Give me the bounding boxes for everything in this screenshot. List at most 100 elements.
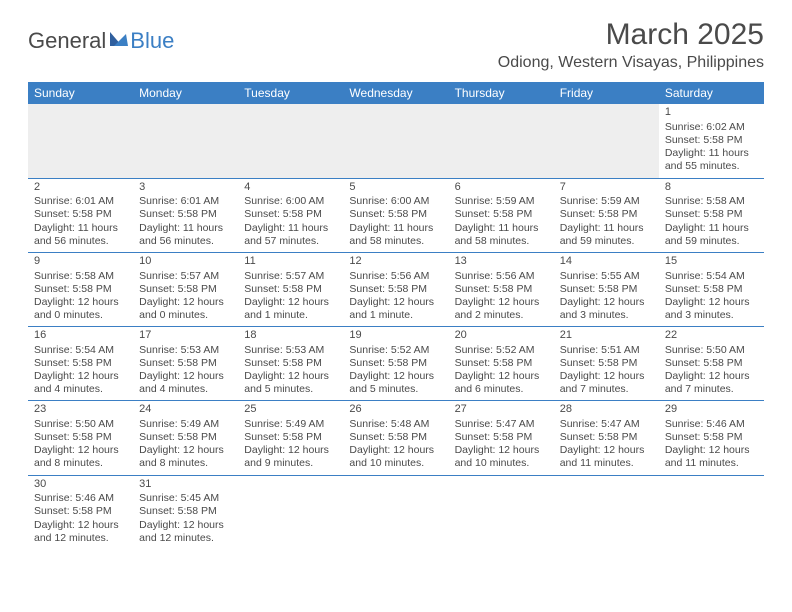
sunrise-text: Sunrise: 6:02 AM: [665, 121, 758, 134]
sunrise-text: Sunrise: 5:46 AM: [665, 418, 758, 431]
daylight-text: Daylight: 12 hours and 8 minutes.: [34, 444, 127, 470]
day-number: 24: [139, 403, 232, 417]
sunrise-text: Sunrise: 5:50 AM: [665, 344, 758, 357]
calendar-row: 1Sunrise: 6:02 AMSunset: 5:58 PMDaylight…: [28, 104, 764, 178]
sunrise-text: Sunrise: 5:49 AM: [139, 418, 232, 431]
calendar-header-row: SundayMondayTuesdayWednesdayThursdayFrid…: [28, 82, 764, 104]
day-number: 9: [34, 255, 127, 269]
sunrise-text: Sunrise: 5:52 AM: [455, 344, 548, 357]
sunset-text: Sunset: 5:58 PM: [455, 283, 548, 296]
weekday-header: Tuesday: [238, 82, 343, 104]
sunset-text: Sunset: 5:58 PM: [34, 505, 127, 518]
calendar-cell-blank: [133, 104, 238, 178]
calendar-cell: 19Sunrise: 5:52 AMSunset: 5:58 PMDayligh…: [343, 327, 448, 401]
calendar-cell-empty: [659, 475, 764, 549]
calendar-cell: 22Sunrise: 5:50 AMSunset: 5:58 PMDayligh…: [659, 327, 764, 401]
calendar-cell: 11Sunrise: 5:57 AMSunset: 5:58 PMDayligh…: [238, 252, 343, 326]
day-number: 4: [244, 181, 337, 195]
sunset-text: Sunset: 5:58 PM: [34, 431, 127, 444]
sunset-text: Sunset: 5:58 PM: [560, 208, 653, 221]
sunset-text: Sunset: 5:58 PM: [349, 357, 442, 370]
daylight-text: Daylight: 12 hours and 7 minutes.: [665, 370, 758, 396]
calendar-row: 2Sunrise: 6:01 AMSunset: 5:58 PMDaylight…: [28, 178, 764, 252]
daylight-text: Daylight: 11 hours and 59 minutes.: [665, 222, 758, 248]
calendar-cell: 29Sunrise: 5:46 AMSunset: 5:58 PMDayligh…: [659, 401, 764, 475]
calendar-cell: 30Sunrise: 5:46 AMSunset: 5:58 PMDayligh…: [28, 475, 133, 549]
daylight-text: Daylight: 12 hours and 4 minutes.: [34, 370, 127, 396]
day-number: 13: [455, 255, 548, 269]
day-number: 30: [34, 478, 127, 492]
day-number: 14: [560, 255, 653, 269]
sunrise-text: Sunrise: 5:45 AM: [139, 492, 232, 505]
day-number: 28: [560, 403, 653, 417]
day-number: 5: [349, 181, 442, 195]
daylight-text: Daylight: 12 hours and 6 minutes.: [455, 370, 548, 396]
sunrise-text: Sunrise: 5:46 AM: [34, 492, 127, 505]
calendar-cell: 2Sunrise: 6:01 AMSunset: 5:58 PMDaylight…: [28, 178, 133, 252]
day-number: 7: [560, 181, 653, 195]
sunset-text: Sunset: 5:58 PM: [139, 208, 232, 221]
sunset-text: Sunset: 5:58 PM: [665, 431, 758, 444]
sunset-text: Sunset: 5:58 PM: [34, 208, 127, 221]
daylight-text: Daylight: 12 hours and 3 minutes.: [665, 296, 758, 322]
calendar-cell: 16Sunrise: 5:54 AMSunset: 5:58 PMDayligh…: [28, 327, 133, 401]
day-number: 2: [34, 181, 127, 195]
location-subtitle: Odiong, Western Visayas, Philippines: [498, 54, 764, 72]
sunset-text: Sunset: 5:58 PM: [455, 208, 548, 221]
calendar-cell: 20Sunrise: 5:52 AMSunset: 5:58 PMDayligh…: [449, 327, 554, 401]
sunrise-text: Sunrise: 5:56 AM: [349, 270, 442, 283]
sunrise-text: Sunrise: 5:53 AM: [139, 344, 232, 357]
header: General Blue March 2025 Odiong, Western …: [28, 18, 764, 76]
calendar-cell-empty: [554, 475, 659, 549]
calendar-cell: 23Sunrise: 5:50 AMSunset: 5:58 PMDayligh…: [28, 401, 133, 475]
sunset-text: Sunset: 5:58 PM: [665, 283, 758, 296]
sunset-text: Sunset: 5:58 PM: [244, 431, 337, 444]
sunset-text: Sunset: 5:58 PM: [244, 283, 337, 296]
day-number: 25: [244, 403, 337, 417]
sunrise-text: Sunrise: 5:57 AM: [244, 270, 337, 283]
page-title: March 2025: [498, 18, 764, 52]
day-number: 31: [139, 478, 232, 492]
calendar-cell: 7Sunrise: 5:59 AMSunset: 5:58 PMDaylight…: [554, 178, 659, 252]
calendar-cell: 27Sunrise: 5:47 AMSunset: 5:58 PMDayligh…: [449, 401, 554, 475]
sunrise-text: Sunrise: 5:58 AM: [665, 195, 758, 208]
day-number: 20: [455, 329, 548, 343]
calendar-cell-empty: [343, 475, 448, 549]
day-number: 29: [665, 403, 758, 417]
sunset-text: Sunset: 5:58 PM: [665, 357, 758, 370]
calendar-cell: 17Sunrise: 5:53 AMSunset: 5:58 PMDayligh…: [133, 327, 238, 401]
daylight-text: Daylight: 12 hours and 3 minutes.: [560, 296, 653, 322]
calendar-cell: 28Sunrise: 5:47 AMSunset: 5:58 PMDayligh…: [554, 401, 659, 475]
sunrise-text: Sunrise: 6:00 AM: [244, 195, 337, 208]
sunset-text: Sunset: 5:58 PM: [455, 357, 548, 370]
calendar-row: 23Sunrise: 5:50 AMSunset: 5:58 PMDayligh…: [28, 401, 764, 475]
logo: General Blue: [28, 18, 174, 54]
daylight-text: Daylight: 12 hours and 8 minutes.: [139, 444, 232, 470]
daylight-text: Daylight: 12 hours and 11 minutes.: [560, 444, 653, 470]
sunrise-text: Sunrise: 6:00 AM: [349, 195, 442, 208]
calendar-cell: 3Sunrise: 6:01 AMSunset: 5:58 PMDaylight…: [133, 178, 238, 252]
weekday-header: Saturday: [659, 82, 764, 104]
day-number: 11: [244, 255, 337, 269]
sunrise-text: Sunrise: 5:52 AM: [349, 344, 442, 357]
title-block: March 2025 Odiong, Western Visayas, Phil…: [498, 18, 764, 76]
sunrise-text: Sunrise: 5:54 AM: [665, 270, 758, 283]
sunrise-text: Sunrise: 5:56 AM: [455, 270, 548, 283]
sunset-text: Sunset: 5:58 PM: [244, 208, 337, 221]
sunrise-text: Sunrise: 5:58 AM: [34, 270, 127, 283]
daylight-text: Daylight: 12 hours and 9 minutes.: [244, 444, 337, 470]
calendar-cell-blank: [449, 104, 554, 178]
sunset-text: Sunset: 5:58 PM: [139, 357, 232, 370]
daylight-text: Daylight: 11 hours and 57 minutes.: [244, 222, 337, 248]
day-number: 12: [349, 255, 442, 269]
sunrise-text: Sunrise: 5:55 AM: [560, 270, 653, 283]
calendar-cell-blank: [28, 104, 133, 178]
daylight-text: Daylight: 11 hours and 59 minutes.: [560, 222, 653, 248]
weekday-header: Friday: [554, 82, 659, 104]
daylight-text: Daylight: 12 hours and 0 minutes.: [34, 296, 127, 322]
sunrise-text: Sunrise: 5:59 AM: [560, 195, 653, 208]
daylight-text: Daylight: 12 hours and 0 minutes.: [139, 296, 232, 322]
daylight-text: Daylight: 12 hours and 1 minute.: [244, 296, 337, 322]
sunset-text: Sunset: 5:58 PM: [139, 431, 232, 444]
daylight-text: Daylight: 12 hours and 12 minutes.: [34, 519, 127, 545]
